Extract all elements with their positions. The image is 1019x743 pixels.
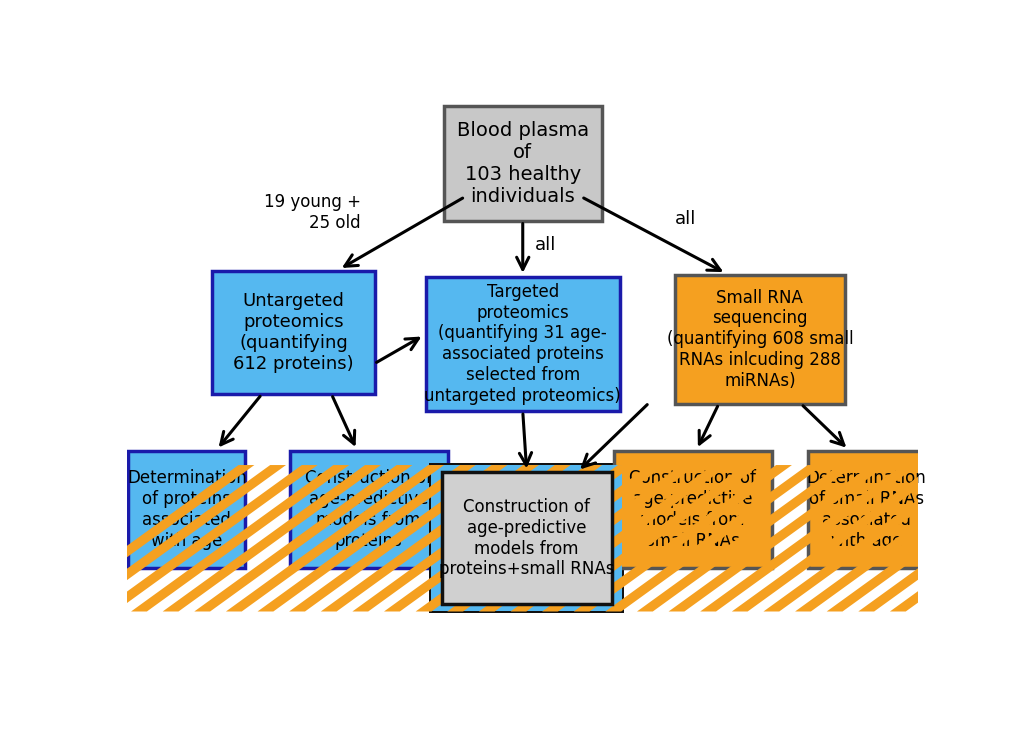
Polygon shape [415,465,633,611]
Polygon shape [794,465,1012,611]
Polygon shape [257,465,475,611]
Polygon shape [636,465,854,611]
Text: all: all [534,236,555,254]
Polygon shape [731,465,949,611]
Text: Construction of
age-predictive
models from
proteins: Construction of age-predictive models fr… [305,470,432,550]
Bar [289,451,447,568]
Text: all: all [674,210,695,228]
Polygon shape [699,465,917,611]
Polygon shape [762,465,980,611]
Polygon shape [288,465,506,611]
Polygon shape [352,465,570,611]
Polygon shape [889,465,1019,611]
Polygon shape [573,465,791,611]
Polygon shape [67,465,285,611]
Bar [613,451,771,568]
Polygon shape [857,465,1019,611]
Bar [426,276,619,411]
Polygon shape [604,465,822,611]
Polygon shape [478,465,696,611]
Polygon shape [541,465,759,611]
Polygon shape [194,465,412,611]
Polygon shape [225,465,443,611]
Bar [441,473,611,604]
Polygon shape [510,465,728,611]
Polygon shape [383,465,601,611]
Text: Untargeted
proteomics
(quantifying
612 proteins): Untargeted proteomics (quantifying 612 p… [233,292,354,372]
Polygon shape [446,465,664,611]
Text: Targeted
proteomics
(quantifying 31 age-
associated proteins
selected from
untar: Targeted proteomics (quantifying 31 age-… [424,283,621,405]
Text: 19 young +
25 old: 19 young + 25 old [264,192,361,232]
Polygon shape [162,465,380,611]
Polygon shape [667,465,886,611]
Text: Determination
of small RNAs
associated
with age: Determination of small RNAs associated w… [806,470,925,550]
Bar [429,464,624,613]
Polygon shape [130,465,348,611]
Bar [212,270,374,394]
Bar [443,106,601,221]
Bar [675,275,844,403]
Polygon shape [99,465,317,611]
Bar [807,451,924,568]
Text: Construction of
age-predictive
models from
small RNAs: Construction of age-predictive models fr… [629,470,755,550]
Bar [128,451,245,568]
Polygon shape [320,465,538,611]
Polygon shape [36,465,254,611]
Text: Blood plasma
of
103 healthy
individuals: Blood plasma of 103 healthy individuals [457,121,588,206]
Text: Small RNA
sequencing
(quantifying 608 small
RNAs inlcuding 288
miRNAs): Small RNA sequencing (quantifying 608 sm… [666,288,852,390]
Text: Determination
of proteins
associated
with age: Determination of proteins associated wit… [126,470,247,550]
Text: Construction of
age-predictive
models from
proteins+small RNAs: Construction of age-predictive models fr… [438,498,613,579]
Polygon shape [825,465,1019,611]
Bar [431,465,622,611]
